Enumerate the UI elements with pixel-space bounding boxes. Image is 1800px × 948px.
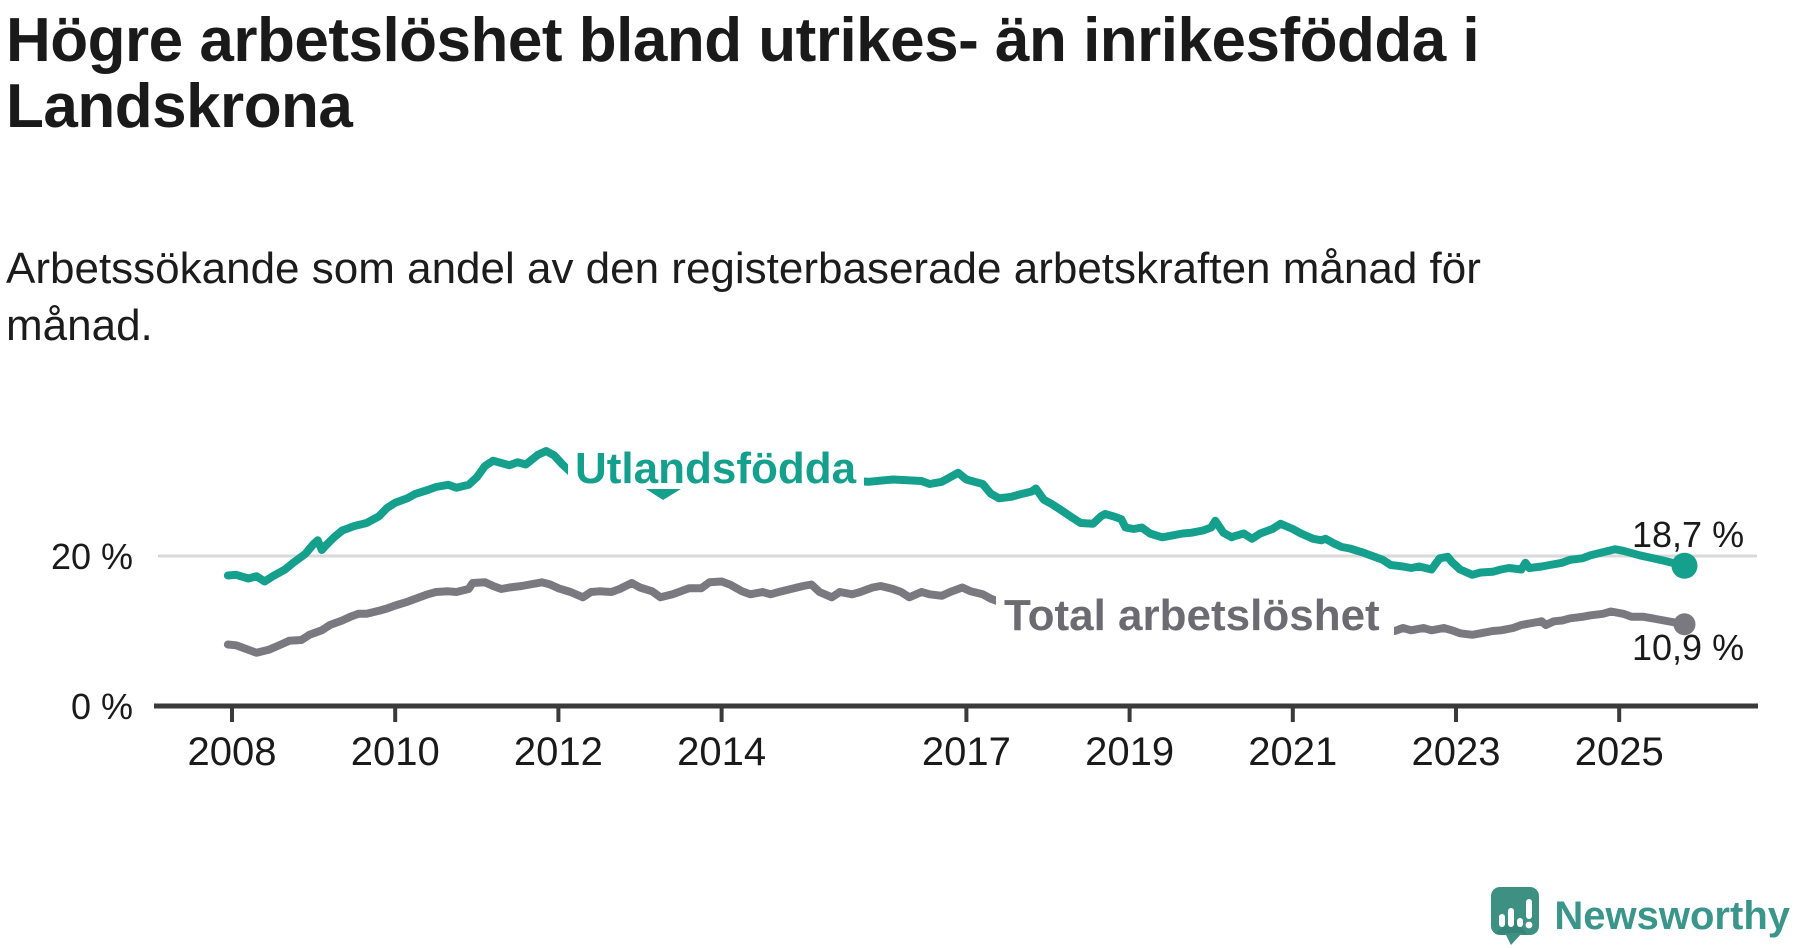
x-axis-label: 2008: [188, 730, 277, 774]
newsworthy-logo-icon: [1491, 886, 1540, 945]
chart-subtitle-line1: Arbetssökande som andel av den registerb…: [6, 244, 1481, 293]
x-axis-label: 2017: [922, 730, 1011, 774]
x-axis-label: 2023: [1412, 730, 1501, 774]
newsworthy-branding: Newsworthy: [1491, 886, 1790, 946]
newsworthy-wordmark: Newsworthy: [1554, 893, 1790, 938]
chart-title-line2: Landskrona: [6, 72, 353, 141]
y-axis-label: 0 %: [71, 686, 133, 727]
end-dot-total: [1673, 613, 1696, 636]
series-line-total-arbetsloshet: [223, 577, 1689, 657]
x-axis-label: 2019: [1085, 730, 1174, 774]
chart-subtitle: Arbetssökande som andel av den registerb…: [6, 240, 1706, 354]
end-dot-utlandsfodda: [1671, 552, 1698, 579]
label-mask: [568, 446, 864, 502]
series-label-utlandsfodda: Utlandsfödda: [575, 444, 857, 493]
line-chart: 2008 2010 2012 2014 2017 2019 2021 2023 2025 0 % 2…: [51, 444, 1758, 774]
x-axis-label: 2014: [677, 730, 766, 774]
x-axis-label: 2021: [1248, 730, 1337, 774]
x-axis-label: 2012: [514, 730, 603, 774]
chart-title: Högre arbetslöshet bland utrikes- än inr…: [6, 8, 1766, 140]
x-axis-label: 2025: [1575, 730, 1664, 774]
end-value-label-utlandsfodda: 18,7 %: [1632, 514, 1744, 555]
series-label-total-arbetsloshet: Total arbetslöshet: [1004, 591, 1380, 640]
series-line-utlandsfodda: [223, 447, 1689, 586]
chart-title-line1: Högre arbetslöshet bland utrikes- än inr…: [6, 6, 1480, 75]
label-mask: [996, 593, 1394, 645]
y-axis-label: 20 %: [51, 536, 133, 577]
x-axis-label: 2010: [351, 730, 440, 774]
end-value-label-total: 10,9 %: [1632, 627, 1744, 668]
series-label-arrow-down-icon: [646, 489, 681, 500]
chart-subtitle-line2: månad.: [6, 301, 153, 350]
